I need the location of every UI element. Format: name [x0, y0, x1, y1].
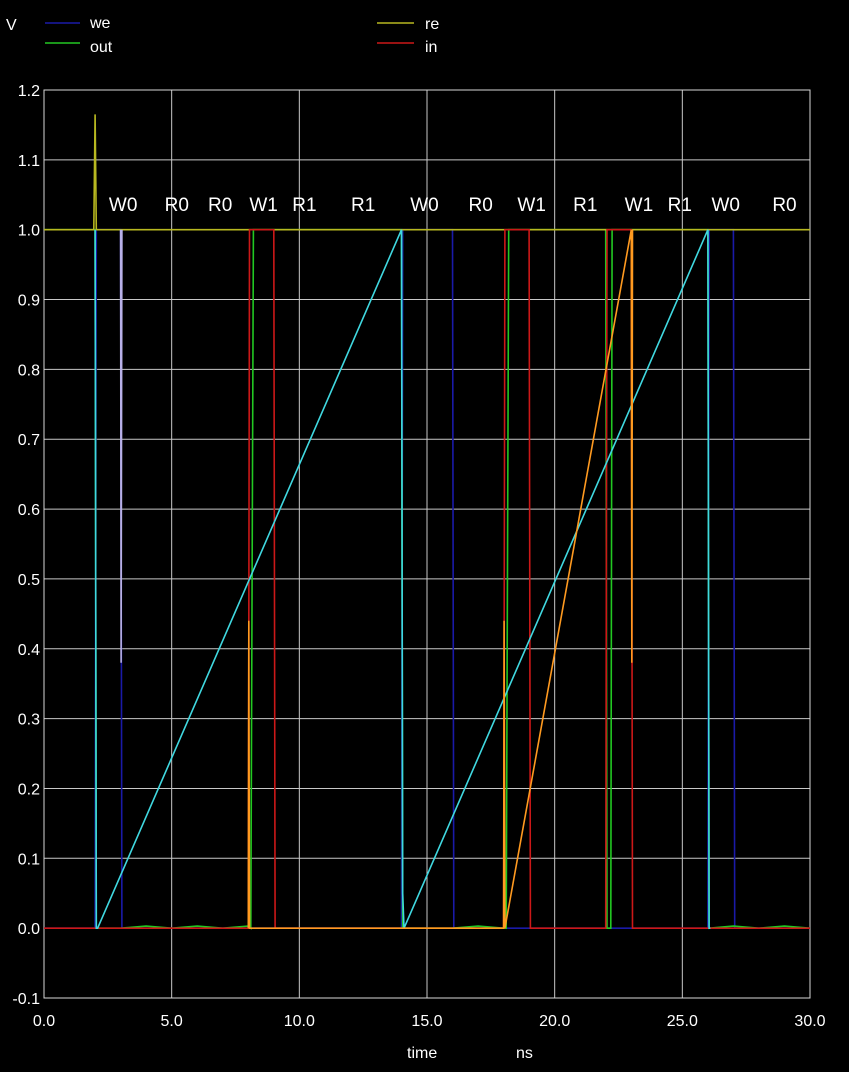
annotation-label: W1: [625, 195, 654, 216]
x-tick-label: 10.0: [284, 1013, 315, 1030]
y-tick-label: 0.9: [18, 293, 40, 310]
annotation-label: W1: [249, 195, 278, 216]
legend-label-in: in: [425, 39, 437, 56]
y-tick-label: 1.0: [18, 223, 40, 240]
series-group: [44, 114, 811, 930]
x-tick-label: 25.0: [667, 1013, 698, 1030]
x-axis-unit: ns: [516, 1045, 533, 1062]
x-tick-label: 30.0: [794, 1013, 825, 1030]
y-tick-label: 0.3: [18, 712, 40, 729]
annotation-label: R1: [573, 195, 597, 216]
annotation-label: R0: [772, 195, 796, 216]
series-line-re: [44, 114, 810, 231]
annotation-label: W0: [410, 195, 439, 216]
operation-annotations: W0 R0 R0 W1 R1 R1 W0 R0 W1 R1 W1 R1 W0 R0: [109, 195, 797, 216]
grid: [43, 89, 811, 999]
y-tick-label: 0.2: [18, 781, 40, 798]
x-tick-label: 5.0: [161, 1013, 183, 1030]
series-line-overlay-orange: [247, 229, 634, 930]
legend-label-out: out: [90, 39, 113, 56]
y-tick-label: 0.1: [18, 851, 40, 868]
series-line-overlay-lavender: [119, 229, 123, 663]
x-tick-label: 0.0: [33, 1013, 55, 1030]
y-tick-label: 1.2: [18, 83, 40, 100]
annotation-label: R0: [165, 195, 189, 216]
plot-border: [43, 89, 811, 999]
annotation-label: R0: [208, 195, 232, 216]
annotation-label: W0: [109, 195, 138, 216]
y-tick-label: 0.4: [18, 642, 40, 659]
y-tick-labels: -0.1 0.0 0.1 0.2 0.3 0.4 0.5 0.6 0.7 0.8 0.9 1.0 1.1…: [12, 83, 40, 1008]
legend-label-re: re: [425, 16, 439, 33]
series-line-overlay-cyan: [94, 229, 711, 930]
legend-label-we: we: [89, 15, 111, 32]
y-tick-label: 1.1: [18, 153, 40, 170]
y-tick-label: 0.6: [18, 502, 40, 519]
series-line-in: [44, 228, 810, 930]
plot-frame: [43, 89, 811, 999]
y-tick-label: 0.8: [18, 362, 40, 379]
x-tick-label: 20.0: [539, 1013, 570, 1030]
y-tick-label: -0.1: [12, 991, 40, 1008]
y-tick-label: 0.7: [18, 432, 40, 449]
y-tick-label: 0.0: [18, 921, 40, 938]
y-tick-label: 0.5: [18, 572, 40, 589]
annotation-label: W0: [711, 195, 740, 216]
x-tick-label: 15.0: [411, 1013, 442, 1030]
annotation-label: R0: [468, 195, 492, 216]
x-axis-label: time: [407, 1045, 437, 1062]
y-axis-label: V: [6, 17, 17, 34]
annotation-label: R1: [351, 195, 375, 216]
x-tick-labels: 0.0 5.0 10.0 15.0 20.0 25.0 30.0: [33, 1013, 826, 1030]
annotation-label: R1: [668, 195, 692, 216]
legend: we out re in: [45, 15, 439, 56]
annotation-label: W1: [517, 195, 546, 216]
annotation-label: R1: [292, 195, 316, 216]
